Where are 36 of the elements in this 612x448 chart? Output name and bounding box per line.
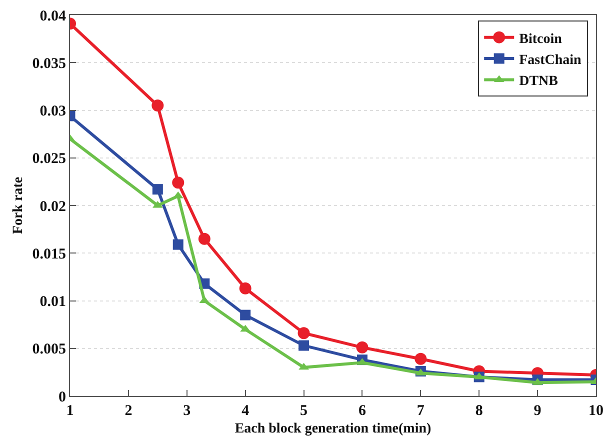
x-tick-label: 8 (475, 403, 483, 419)
y-tick-label: 0 (58, 389, 66, 406)
point (298, 362, 309, 370)
y-tick-label: 0.025 (32, 151, 66, 168)
x-tick-label: 5 (300, 403, 308, 419)
point (172, 239, 184, 250)
x-tick-label: 6 (358, 403, 366, 419)
y-tick-label: 0.01 (40, 294, 66, 310)
point (239, 282, 252, 294)
point (198, 232, 210, 245)
point (298, 340, 310, 351)
y-tick-label: 0.04 (40, 8, 66, 24)
point (172, 176, 184, 189)
y-tick-label: 0.015 (32, 246, 66, 262)
legend-label: FastChain (519, 52, 582, 68)
point (356, 341, 368, 354)
y-tick-label: 0.005 (32, 342, 66, 358)
point (298, 327, 310, 340)
x-tick-label: 7 (416, 403, 425, 419)
x-tick-label: 2 (124, 403, 132, 419)
x-tick-label: 1 (66, 403, 74, 419)
point (152, 184, 163, 195)
point (240, 310, 251, 320)
point (414, 352, 427, 365)
y-tick-label: 0.03 (40, 104, 66, 120)
x-axis-title: Each block generation time(min) (234, 421, 432, 436)
legend-label: DTNB (519, 74, 558, 90)
y-axis-title: Fork rate (10, 176, 26, 234)
y-tick-label: 0.035 (32, 56, 66, 72)
legend-label: Bitcoin (519, 32, 562, 47)
point (152, 99, 164, 112)
x-tick-label: 10 (588, 403, 604, 419)
x-tick-label: 4 (242, 403, 250, 419)
x-tick-label: 3 (183, 403, 191, 419)
x-tick-label: 9 (534, 403, 542, 419)
y-tick-label: 0.02 (40, 198, 66, 215)
